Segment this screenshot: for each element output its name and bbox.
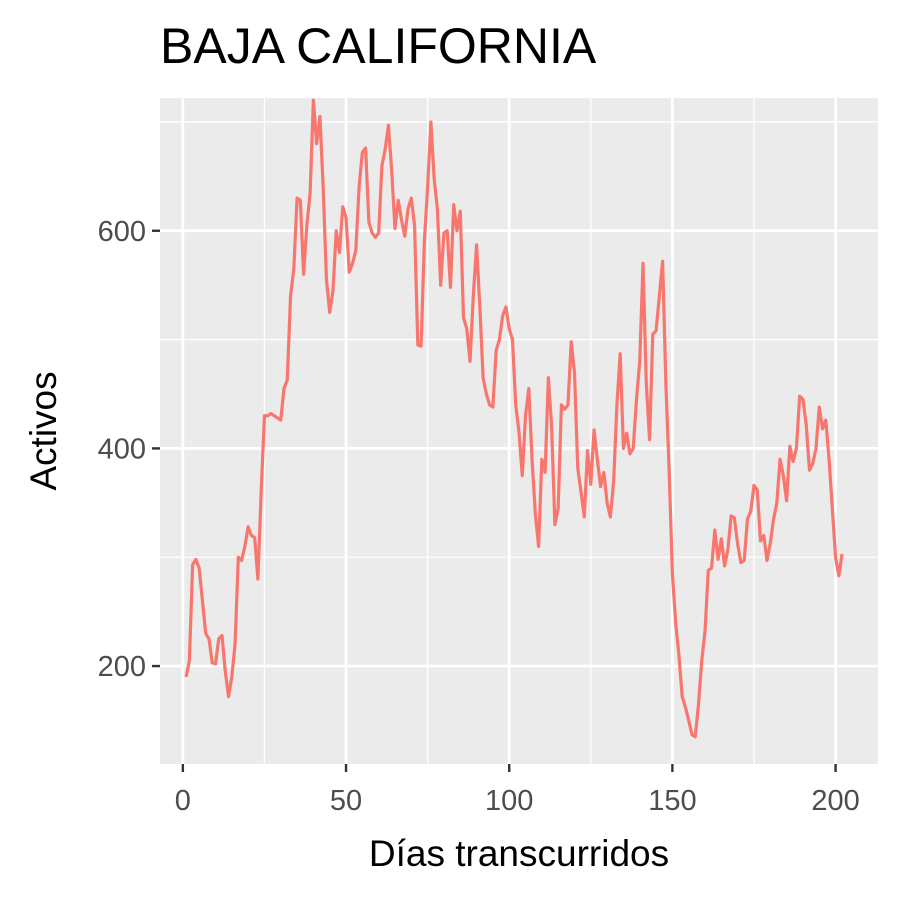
y-tick-label: 200 xyxy=(98,651,146,683)
x-tick-label: 200 xyxy=(811,785,859,817)
y-axis-title: Activos xyxy=(23,371,64,490)
series-line xyxy=(184,98,844,739)
y-tick-label: 600 xyxy=(98,216,146,248)
chart-title: BAJA CALIFORNIA xyxy=(160,18,597,74)
x-tick-label: 0 xyxy=(175,785,191,817)
x-axis-title: Días transcurridos xyxy=(369,833,669,874)
series-layer xyxy=(184,98,844,739)
x-tick-label: 100 xyxy=(485,785,533,817)
y-axis: 200 400 600 xyxy=(98,216,160,683)
y-tick-label: 400 xyxy=(98,433,146,465)
x-tick-label: 50 xyxy=(330,785,362,817)
x-tick-label: 150 xyxy=(648,785,696,817)
x-axis: 0 50 100 150 200 xyxy=(175,764,860,817)
